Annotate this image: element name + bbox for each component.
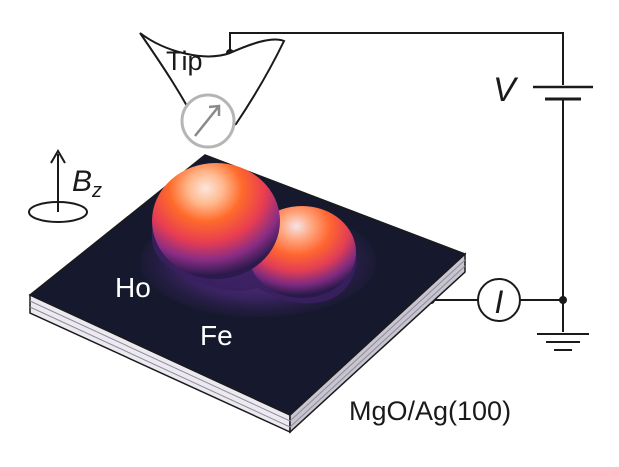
- atom-label-ho: Ho: [115, 272, 151, 303]
- ho-peak: [152, 163, 280, 279]
- magnetic-field-axis-icon: [28, 149, 88, 223]
- atom-label-fe: Fe: [200, 320, 233, 351]
- ammeter-icon: I: [477, 278, 521, 322]
- ground-icon: [537, 333, 589, 351]
- current-label: I: [495, 284, 504, 320]
- stm-tip: Tip: [139, 32, 286, 139]
- adatom-topography: [140, 163, 376, 317]
- spin-arrow-icon: [180, 93, 236, 149]
- battery-icon: [533, 85, 593, 101]
- circuit-wires: [229, 32, 564, 332]
- tip-label: Tip: [166, 46, 203, 76]
- ground-wire-node: [559, 296, 567, 304]
- substrate-label: MgO/Ag(100): [349, 396, 511, 426]
- field-label: Bz: [72, 165, 102, 202]
- voltage-label: V: [493, 71, 519, 109]
